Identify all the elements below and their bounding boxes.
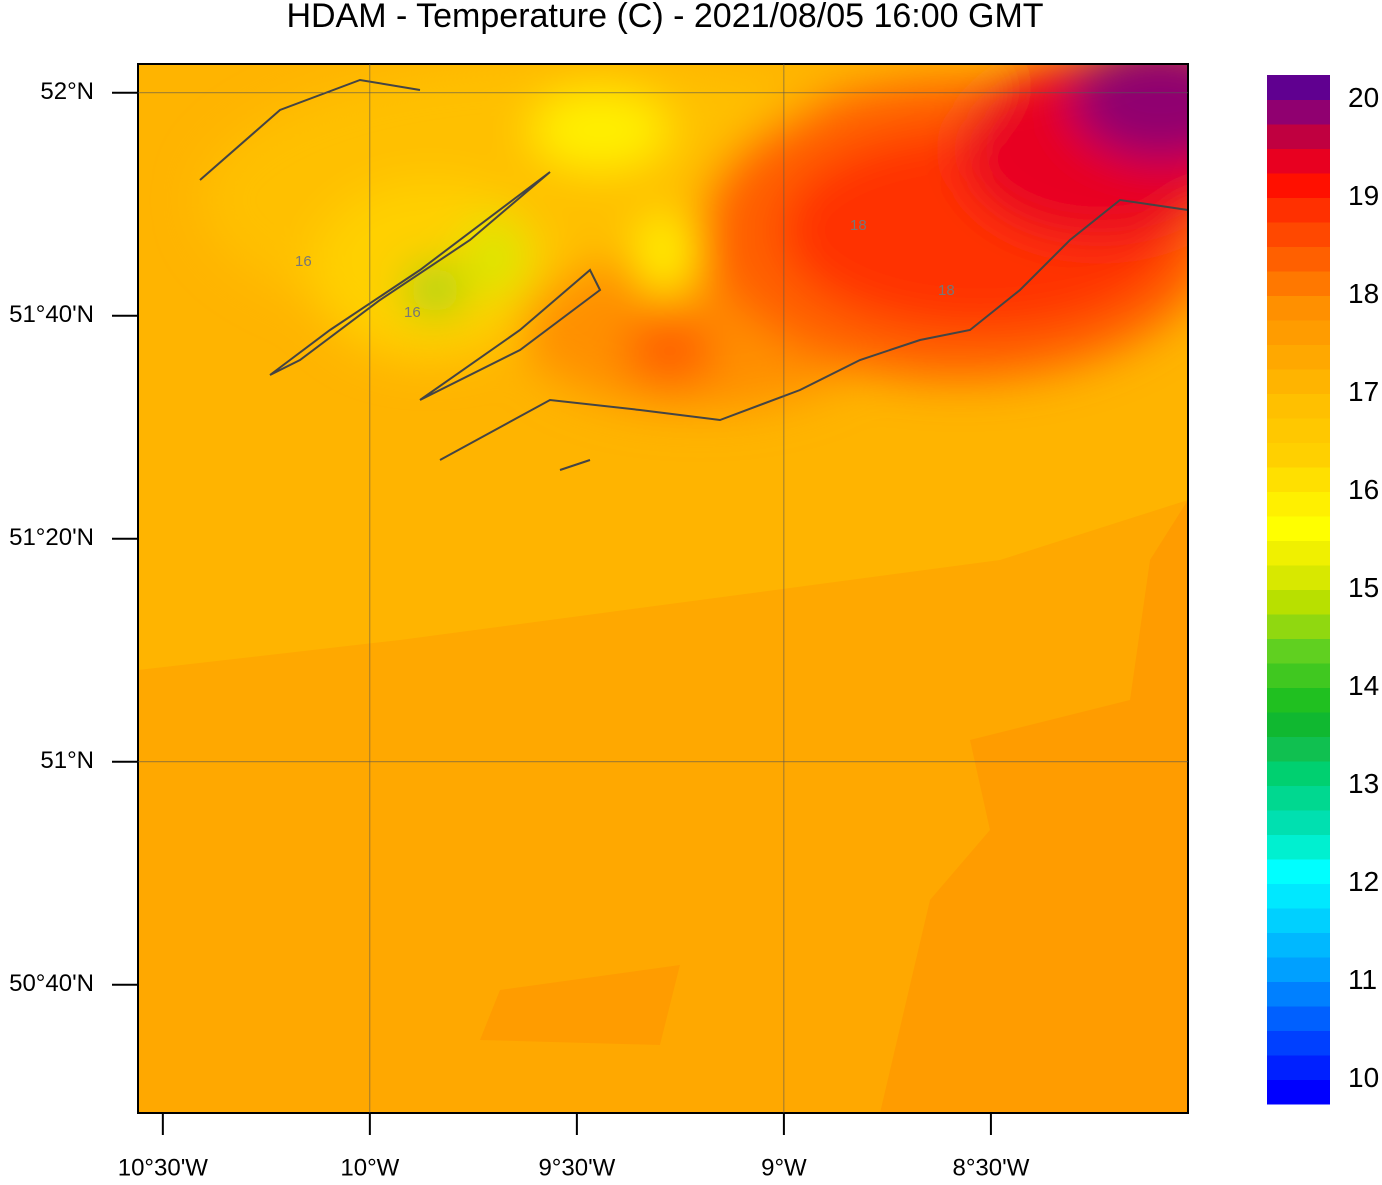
colorbar-swatch [1267,810,1330,835]
colorbar-swatch [1267,442,1330,468]
colorbar-swatch [1267,859,1330,884]
x-tick-label: 9°W [761,1154,807,1180]
x-tick-label: 8°30'W [952,1154,1029,1180]
colorbar-swatch [1267,271,1330,296]
colorbar-swatch [1267,75,1330,100]
contour-label: 18 [938,282,955,299]
colorbar-label: 19 [1348,180,1379,211]
colorbar-swatch [1267,320,1330,345]
y-tick-label: 51°40'N [9,301,94,328]
y-tick-label: 51°20'N [9,524,94,551]
colorbar-label: 18 [1348,278,1379,309]
colorbar-swatch [1267,932,1330,958]
colorbar-swatch [1267,957,1330,982]
map-frame [137,63,1189,1114]
colorbar-swatch [1267,883,1330,909]
colorbar-swatch [1267,736,1330,762]
colorbar-swatch [1267,638,1330,664]
colorbar-swatch [1267,687,1330,713]
colorbar-swatch [1267,540,1330,566]
title: HDAM - Temperature (C) - 2021/08/05 16:0… [286,0,1043,35]
colorbar-swatch [1267,222,1330,247]
colorbar-swatch [1267,565,1330,590]
colorbar-swatch [1267,418,1330,443]
colorbar-swatch [1267,393,1330,419]
colorbar-swatch [1267,173,1330,198]
colorbar-swatch [1267,785,1330,811]
colorbar-swatch [1267,467,1330,492]
colorbar-swatch [1267,99,1330,125]
contour-label: 18 [850,217,867,234]
colorbar-swatch [1267,197,1330,223]
colorbar-swatch [1267,246,1330,272]
colorbar-swatch [1267,834,1330,860]
colorbar-swatch [1267,1006,1330,1031]
colorbar-swatch [1267,295,1330,321]
colorbar-label: 12 [1348,866,1379,897]
colorbar-label: 11 [1348,964,1377,995]
temperature-field [138,64,1188,1113]
colorbar-label: 13 [1348,768,1379,799]
colorbar-swatch [1267,124,1330,149]
colorbar-swatch [1267,614,1330,639]
contour-label: 16 [404,304,421,321]
colorbar-swatch [1267,1079,1330,1105]
y-tick-label: 52°N [40,78,94,105]
contour-label: 16 [295,253,312,270]
colorbar-swatch [1267,981,1330,1007]
colorbar-swatch [1267,516,1330,541]
colorbar-swatch [1267,589,1330,615]
colorbar-swatch [1267,344,1330,370]
colorbar-swatch [1267,761,1330,786]
colorbar-swatch [1267,663,1330,688]
colorbar-swatch [1267,148,1330,174]
x-tick-label: 10°30'W [118,1154,209,1180]
colorbar-label: 17 [1348,376,1379,407]
colorbar-label: 14 [1348,670,1379,701]
colorbar-swatch [1267,369,1330,394]
colorbar-swatch [1267,1055,1330,1080]
colorbar-label: 20 [1348,82,1379,113]
x-tick-label: 10°W [340,1154,399,1180]
colorbar-swatch [1267,491,1330,517]
colorbar-label: 10 [1348,1062,1379,1093]
colorbar-label: 15 [1348,572,1379,603]
colorbar-swatch [1267,712,1330,737]
y-tick-label: 51°N [40,747,94,774]
colorbar-label: 16 [1348,474,1379,505]
colorbar-swatch [1267,1030,1330,1056]
colorbar-swatch [1267,908,1330,933]
x-tick-label: 9°30'W [538,1154,615,1180]
y-tick-label: 50°40'N [9,970,94,997]
